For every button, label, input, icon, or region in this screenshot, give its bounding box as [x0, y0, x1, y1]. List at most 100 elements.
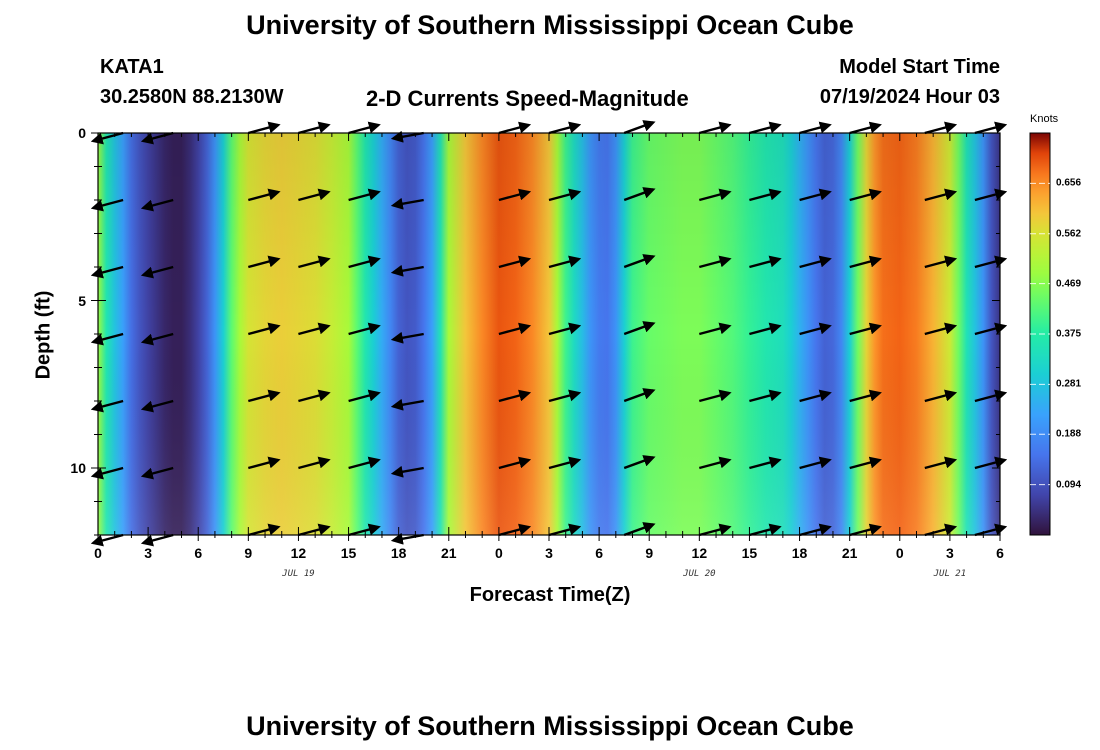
- current-vector: [140, 533, 174, 547]
- current-vector: [548, 188, 582, 202]
- current-vector: [498, 389, 532, 403]
- current-vector: [247, 322, 281, 336]
- current-vector: [799, 389, 832, 403]
- current-vector: [247, 188, 281, 202]
- current-vector: [749, 456, 782, 470]
- colorbar-label: 0.281: [1056, 378, 1082, 390]
- x-tick-label: 3: [144, 545, 153, 561]
- chart-subtitle: 2-D Currents Speed-Magnitude: [366, 86, 689, 111]
- current-vector: [247, 255, 281, 269]
- current-vector: [498, 523, 532, 537]
- current-vector: [749, 389, 782, 403]
- x-tick-label: 15: [340, 545, 357, 561]
- current-vector: [298, 255, 331, 269]
- date-marker: JUL 19: [282, 569, 315, 579]
- colorbar-label: 0.562: [1056, 228, 1082, 240]
- current-vector: [623, 388, 656, 403]
- plot-axes: [91, 132, 1001, 541]
- current-vector: [849, 389, 882, 403]
- current-vector: [140, 332, 174, 346]
- current-vector: [247, 121, 281, 135]
- current-vector: [698, 523, 732, 537]
- x-tick-label: 9: [244, 545, 253, 561]
- current-vector: [498, 121, 532, 135]
- current-vector: [247, 389, 281, 403]
- current-vector: [698, 456, 732, 470]
- current-vector: [799, 188, 832, 202]
- colorbar-label: 0.094: [1056, 479, 1082, 491]
- x-tick-label: 0: [494, 545, 503, 561]
- y-tick-label: 0: [78, 125, 86, 141]
- current-vector: [548, 322, 582, 336]
- current-vector: [799, 255, 832, 269]
- current-vector: [348, 188, 381, 202]
- current-vector: [548, 523, 582, 537]
- date-marker: JUL 20: [683, 569, 716, 579]
- current-vector: [623, 455, 656, 470]
- x-tick-label: 6: [595, 545, 604, 561]
- x-tick-label: 18: [791, 545, 808, 561]
- x-tick-label: 15: [741, 545, 758, 561]
- current-vector: [799, 121, 832, 135]
- colorbar-unit: Knots: [1030, 113, 1059, 125]
- current-vector: [698, 255, 732, 269]
- current-vector: [498, 255, 532, 269]
- x-tick-label: 9: [645, 545, 654, 561]
- current-vector: [799, 456, 832, 470]
- current-vector: [623, 187, 656, 202]
- x-tick-label: 3: [945, 545, 954, 561]
- colorbar-label: 0.188: [1056, 428, 1082, 440]
- current-vector: [390, 264, 424, 277]
- current-vector: [849, 322, 882, 336]
- current-vector: [498, 456, 532, 470]
- current-vector: [749, 255, 782, 269]
- current-vector: [140, 466, 174, 480]
- current-vector: [498, 188, 532, 202]
- current-vector: [348, 121, 381, 135]
- current-vector: [849, 255, 882, 269]
- current-vector: [623, 254, 656, 269]
- plot-frame: [97, 132, 1001, 536]
- current-vector: [298, 523, 331, 537]
- current-vector: [348, 456, 381, 470]
- y-tick-label: 10: [70, 460, 86, 476]
- current-vector: [247, 523, 281, 537]
- current-vector: [849, 523, 882, 537]
- x-tick-label: 6: [194, 545, 203, 561]
- current-vector: [90, 533, 124, 547]
- current-vector: [924, 389, 958, 403]
- x-tick-label: 21: [440, 545, 457, 561]
- station-coords: 30.2580N 88.2130W: [100, 86, 284, 108]
- x-tick-label: 21: [841, 545, 858, 561]
- current-vector: [548, 389, 582, 403]
- current-vector: [698, 389, 732, 403]
- current-vector: [298, 188, 331, 202]
- page-title: University of Southern Mississippi Ocean…: [246, 10, 854, 40]
- x-tick-label: 3: [545, 545, 553, 561]
- current-vector: [924, 255, 958, 269]
- footer-title: University of Southern Mississippi Ocean…: [246, 711, 854, 741]
- current-vector: [140, 198, 174, 212]
- x-tick-label: 0: [895, 545, 904, 561]
- current-vector: [924, 456, 958, 470]
- colorbar-ticks: [1030, 182, 1050, 486]
- current-vector: [749, 523, 782, 537]
- current-vector: [698, 322, 732, 336]
- current-vector: [749, 121, 782, 135]
- x-tick-label: 12: [691, 545, 708, 561]
- current-vector: [623, 522, 656, 537]
- current-vectors: [90, 120, 1008, 547]
- x-tick-label: 18: [390, 545, 407, 561]
- current-vector: [390, 331, 424, 344]
- x-tick-label: 0: [94, 545, 102, 561]
- current-vector: [623, 321, 656, 336]
- current-vector: [498, 322, 532, 336]
- current-vector: [140, 265, 174, 279]
- current-vector: [348, 523, 381, 537]
- current-vector: [849, 456, 882, 470]
- current-vector: [548, 255, 582, 269]
- current-vector: [974, 121, 1008, 135]
- model-start-label: Model Start Time: [839, 56, 1000, 78]
- station-id: KATA1: [100, 56, 164, 78]
